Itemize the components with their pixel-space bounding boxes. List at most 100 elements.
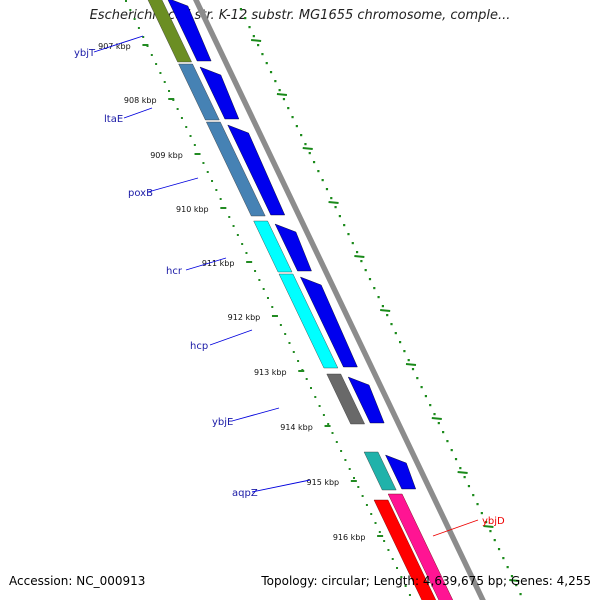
gc-content-ring — [239, 8, 522, 596]
cds-arrow-ybjD — [387, 493, 454, 600]
gc-dot — [317, 170, 320, 173]
gene-label-aqpZ[interactable]: aqpZ — [232, 488, 258, 499]
gene-leader-line — [231, 407, 280, 422]
kbp-tick-label: 913 kbp — [254, 368, 287, 377]
gc-dash — [405, 363, 417, 366]
axis-dot — [318, 405, 321, 407]
cds-arrow-poxB — [227, 124, 286, 216]
gc-dot — [463, 476, 466, 479]
gc-dot — [334, 206, 337, 209]
gc-dot — [355, 251, 359, 254]
axis-dot — [331, 432, 334, 434]
axis-dot — [361, 495, 364, 497]
axis-dot — [155, 63, 158, 65]
gc-dash — [302, 147, 313, 150]
gene-label-ybjE[interactable]: ybjE — [212, 417, 233, 428]
gc-dot — [274, 80, 277, 83]
gene-label-hcp[interactable]: hcp — [190, 341, 208, 352]
gene-leader-line — [123, 107, 153, 119]
gene-leader-line — [147, 177, 199, 193]
axis-dot — [159, 72, 162, 74]
cds-arrow-hcr — [274, 223, 312, 272]
axis-dot — [391, 558, 394, 560]
gc-dot — [330, 197, 333, 200]
gene-leader-line — [432, 519, 479, 537]
kbp-tick-label: 907 kbp — [98, 42, 131, 51]
gc-dot — [506, 566, 509, 569]
axis-dot — [133, 18, 136, 20]
cds-arrow-ltaE — [199, 66, 240, 120]
kbp-tick-label: 912 kbp — [228, 313, 261, 322]
axis-dot — [232, 225, 235, 227]
gc-dot — [497, 548, 501, 551]
gc-dash — [431, 417, 442, 420]
topology-text: Topology: circular; Length: 4,639,675 bp… — [261, 574, 591, 588]
axis-dot — [245, 252, 248, 254]
gc-dot — [429, 404, 432, 407]
kbp-tick-label: 916 kbp — [333, 533, 366, 542]
axis-dot — [404, 585, 407, 587]
gene-block-ltaE — [178, 63, 220, 121]
gc-dot — [489, 530, 492, 533]
gc-dash — [328, 201, 339, 204]
gene-label-poxB[interactable]: poxB — [128, 188, 153, 199]
gc-dot — [265, 62, 268, 65]
gc-dot — [257, 44, 260, 47]
gc-dot — [485, 521, 488, 524]
axis-dot — [378, 531, 381, 533]
gc-dot — [261, 53, 264, 56]
cds-arrow-aqpZ — [385, 454, 417, 490]
gc-dot — [377, 296, 380, 299]
kbp-tick-label: 908 kbp — [124, 96, 157, 105]
gene-label-hcr[interactable]: hcr — [166, 266, 183, 277]
kbp-tick-label: 910 kbp — [176, 205, 209, 214]
gc-dot — [244, 17, 247, 20]
axis-dot — [288, 342, 291, 344]
gc-dot — [312, 161, 316, 164]
gc-dot — [381, 305, 384, 308]
gc-dot — [515, 584, 518, 587]
gc-dot — [472, 494, 475, 497]
gc-dot — [386, 314, 389, 317]
gene-label-ybjT[interactable]: ybjT — [74, 48, 96, 59]
gc-dot — [368, 278, 372, 281]
gc-dot — [398, 341, 402, 344]
axis-dot — [142, 36, 145, 38]
axis-dot — [327, 423, 330, 425]
cds-track — [167, 0, 454, 600]
gc-dot — [476, 503, 479, 506]
gene-block-ybjD — [373, 499, 437, 600]
axis-dot — [271, 306, 274, 308]
gc-dot — [519, 593, 522, 596]
kbp-tick-label: 915 kbp — [307, 478, 340, 487]
gene-block-ybjT — [147, 0, 192, 63]
gc-dash — [354, 255, 365, 258]
gc-dot — [437, 422, 440, 425]
axis-dot — [129, 9, 132, 11]
axis-dot — [357, 486, 360, 488]
gc-dot — [459, 467, 462, 470]
kbp-tick-label: 911 kbp — [202, 259, 235, 268]
gc-dot — [510, 575, 514, 578]
gene-label-ltaE[interactable]: ltaE — [104, 114, 123, 125]
gc-dot — [282, 98, 286, 101]
gc-dot — [321, 179, 324, 182]
gene-leader-line — [93, 35, 144, 53]
axis-dot — [168, 90, 171, 92]
gc-dot — [446, 440, 449, 443]
axis-dot — [185, 126, 188, 128]
gc-dot — [239, 8, 243, 11]
axis-dot — [150, 54, 153, 56]
axis-dot — [228, 216, 231, 218]
kbp-axis: 907 kbp 908 kbp 909 kbp 910 kbp 911 kbp 912 k… — [98, 0, 411, 596]
gc-dash — [251, 39, 262, 42]
gc-dot — [394, 332, 397, 335]
gc-dot — [373, 287, 376, 290]
gc-dot — [295, 125, 298, 128]
gc-dash — [509, 579, 520, 582]
gene-label-ybjD[interactable]: ybjD — [482, 516, 505, 527]
gc-dot — [304, 143, 307, 146]
gc-dot — [343, 224, 346, 227]
axis-dot — [387, 549, 390, 551]
gc-dot — [287, 107, 290, 110]
